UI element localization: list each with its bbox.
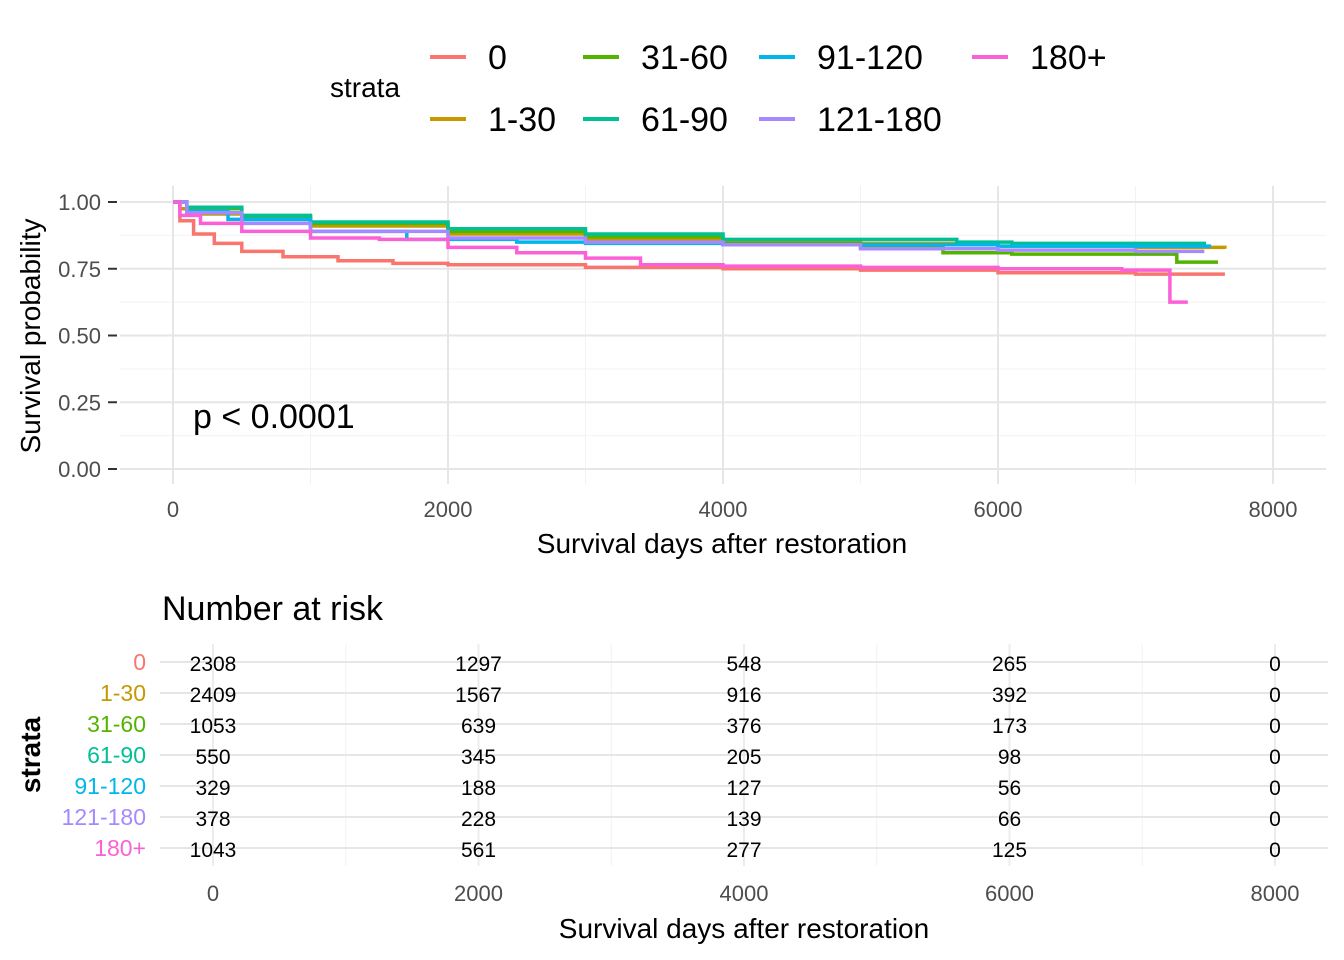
risk-cell: 56 (998, 777, 1021, 800)
y-tick-label: 0.75 (58, 257, 101, 282)
risk-cell: 2409 (190, 684, 237, 707)
legend-label-121-180: 121-180 (817, 101, 942, 139)
risk-cell: 378 (195, 808, 230, 831)
risk-cell: 1053 (190, 715, 237, 738)
risk-cell: 228 (461, 808, 496, 831)
y-tick-labels: 0.00 0.25 0.50 0.75 1.00 (58, 190, 117, 482)
risk-cell: 0 (1269, 839, 1281, 862)
risk-table-strata-labels: 0 1-30 31-60 61-90 91-120 121-180 180+ (62, 649, 146, 861)
risk-x-tick-label: 6000 (985, 881, 1034, 906)
risk-x-tick-label: 8000 (1251, 881, 1300, 906)
x-tick-labels: 0 2000 4000 6000 8000 (167, 497, 1298, 522)
risk-cell: 639 (461, 715, 496, 738)
risk-cell: 173 (992, 715, 1027, 738)
risk-x-tick-label: 4000 (720, 881, 769, 906)
risk-cell: 66 (998, 808, 1021, 831)
survival-curves (173, 200, 1227, 304)
legend-label-0: 0 (488, 39, 507, 77)
risk-table-cells: 2308 1297 548 265 0 2409 1567 916 392 0 1053 639 376… (190, 653, 1281, 862)
legend-label-91-120: 91-120 (817, 39, 923, 77)
risk-cell: 277 (726, 839, 761, 862)
risk-cell: 0 (1269, 808, 1281, 831)
risk-cell: 127 (726, 777, 761, 800)
risk-cell: 0 (1269, 746, 1281, 769)
x-tick-label: 8000 (1249, 497, 1298, 522)
risk-strata-label-91-120: 91-120 (74, 773, 146, 799)
y-tick-label: 0.25 (58, 390, 101, 415)
risk-strata-label-31-60: 31-60 (87, 711, 146, 737)
survival-curve-61-90 (173, 200, 1207, 246)
y-tick-label: 0.50 (58, 324, 101, 349)
survival-curve-0 (173, 200, 1225, 276)
legend-label-1-30: 1-30 (488, 101, 556, 139)
risk-cell: 139 (726, 808, 761, 831)
legend-label-180+: 180+ (1030, 39, 1107, 77)
risk-strata-label-1-30: 1-30 (100, 680, 146, 706)
risk-cell: 0 (1269, 684, 1281, 707)
risk-table-x-axis-title: Survival days after restoration (559, 913, 929, 944)
risk-cell: 125 (992, 839, 1027, 862)
risk-cell: 550 (195, 746, 230, 769)
risk-cell: 0 (1269, 777, 1281, 800)
risk-table: Number at risk 0 1-30 31-60 61-90 91-120 121-… (15, 590, 1328, 944)
x-tick-label: 4000 (699, 497, 748, 522)
risk-cell: 345 (461, 746, 496, 769)
risk-cell: 0 (1269, 653, 1281, 676)
risk-strata-label-121-180: 121-180 (62, 804, 146, 830)
risk-cell: 329 (195, 777, 230, 800)
x-tick-label: 6000 (974, 497, 1023, 522)
x-tick-label: 2000 (424, 497, 473, 522)
risk-cell: 98 (998, 746, 1021, 769)
risk-x-tick-label: 0 (207, 881, 219, 906)
x-tick-label: 0 (167, 497, 179, 522)
y-tick-label: 1.00 (58, 190, 101, 215)
risk-cell: 0 (1269, 715, 1281, 738)
risk-cell: 392 (992, 684, 1027, 707)
risk-cell: 376 (726, 715, 761, 738)
y-tick-label: 0.00 (58, 457, 101, 482)
risk-strata-label-0: 0 (133, 649, 146, 675)
risk-cell: 265 (992, 653, 1027, 676)
risk-cell: 2308 (190, 653, 237, 676)
risk-table-y-axis-title: strata (15, 716, 46, 793)
survival-curve-121-180 (173, 200, 1205, 254)
legend-label-61-90: 61-90 (641, 101, 728, 139)
survival-curve-180+ (173, 200, 1188, 304)
risk-cell: 916 (726, 684, 761, 707)
legend-title: strata (330, 72, 400, 103)
risk-cell: 1297 (455, 653, 502, 676)
risk-x-tick-label: 2000 (454, 881, 503, 906)
x-axis-title: Survival days after restoration (537, 528, 907, 559)
risk-cell: 188 (461, 777, 496, 800)
risk-table-x-tick-labels: 0 2000 4000 6000 8000 (207, 881, 1300, 906)
risk-cell: 561 (461, 839, 496, 862)
risk-cell: 548 (726, 653, 761, 676)
p-value-annotation: p < 0.0001 (193, 398, 355, 436)
risk-cell: 1043 (190, 839, 237, 862)
survival-plot: 0.00 0.25 0.50 0.75 1.00 0 2000 4000 6000 8000 p… (15, 186, 1326, 559)
risk-strata-label-61-90: 61-90 (87, 742, 146, 768)
risk-table-title: Number at risk (162, 590, 384, 628)
risk-strata-label-180+: 180+ (94, 835, 146, 861)
legend: strata 0 1-30 31-60 61-90 91-120 121-180 180+ (330, 39, 1107, 139)
risk-cell: 1567 (455, 684, 502, 707)
risk-cell: 205 (726, 746, 761, 769)
legend-label-31-60: 31-60 (641, 39, 728, 77)
y-axis-title: Survival probability (15, 219, 46, 454)
risk-table-grid (160, 644, 1328, 866)
